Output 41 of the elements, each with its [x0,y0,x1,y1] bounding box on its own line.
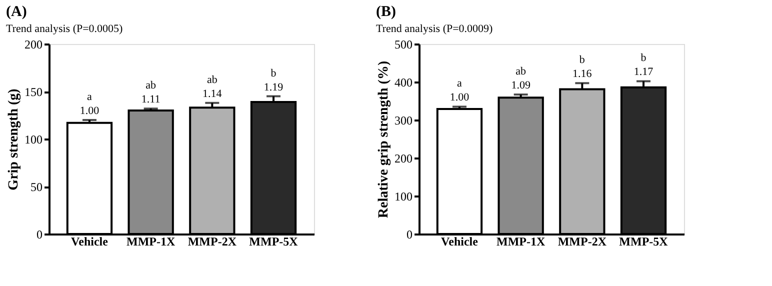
y-tick-label: 100 [24,132,42,146]
annotation: 1.09 [511,80,531,92]
annotation: 1.00 [450,92,470,104]
annotation: b [579,54,586,66]
annotation: 1.11 [141,94,160,106]
annotation: 1.14 [202,88,222,100]
y-tick-label: 0 [406,228,412,242]
x-tick-label: Vehicle [441,234,479,248]
y-tick-label: 200 [394,152,412,166]
x-tick-label: MMP-5X [619,234,668,248]
annotation: a [457,78,462,90]
y-tick-label: 300 [394,114,412,128]
annotation: 1.00 [80,105,100,117]
annotation: b [640,52,647,64]
y-axis-title: Relative grip strength (%) [376,60,392,218]
x-tick-label: Vehicle [71,234,109,248]
x-tick-label: MMP-1X [126,234,176,248]
y-tick-label: 150 [24,85,42,99]
annotation: 1.19 [264,81,284,94]
annotation: ab [146,80,157,92]
annotation: ab [516,66,527,78]
y-tick-label: 0 [36,228,42,242]
y-tick-label: 50 [30,180,42,194]
annotation: b [270,67,277,80]
chart-title: (A) [6,4,27,20]
x-tick-label: MMP-5X [249,234,298,248]
y-tick-label: 100 [394,190,412,204]
annotation: 1.16 [572,68,592,80]
annotation: a [87,91,92,103]
chart-subtitle: Trend analysis (P=0.0005) [6,23,124,35]
x-tick-label: MMP-2X [558,234,607,248]
x-tick-label: MMP-1X [496,234,546,248]
y-tick-label: 400 [394,76,412,90]
x-tick-label: MMP-2X [188,234,237,248]
chart-subtitle: Trend analysis (P=0.0009) [376,23,494,35]
y-tick-label: 500 [394,38,412,52]
chart-title: (B) [376,4,396,20]
annotation: ab [206,74,218,86]
y-axis-title: Grip strength (g) [6,88,22,190]
annotation: 1.17 [634,66,654,78]
y-tick-label: 200 [24,38,42,52]
